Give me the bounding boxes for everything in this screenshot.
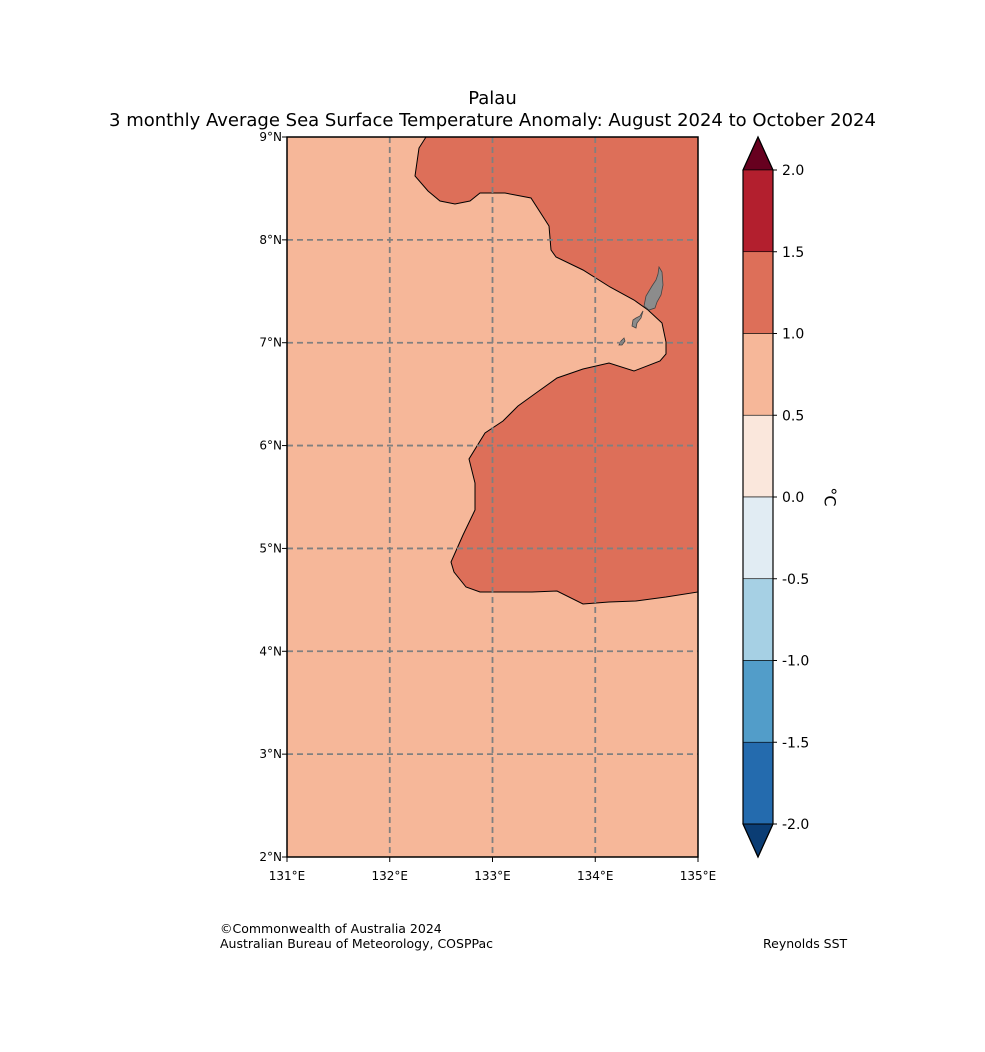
lon-tick-label: 134°E: [577, 869, 614, 883]
map-subtitle: 3 monthly Average Sea Surface Temperatur…: [109, 110, 876, 131]
colorbar-bin: [742, 578, 774, 661]
lat-tick-label: 8°N: [259, 233, 282, 247]
longitude-labels: 131°E 132°E 133°E 134°E 135°E: [269, 857, 717, 883]
colorbar-bin: [742, 333, 774, 416]
lon-tick-label: 133°E: [474, 869, 511, 883]
colorbar-tick-label: -0.5: [782, 572, 809, 588]
lat-tick-label: 2°N: [259, 850, 282, 864]
lat-tick-label: 3°N: [259, 747, 282, 761]
colorbar-tick-label: 1.0: [782, 327, 804, 343]
dataset-label: Reynolds SST: [763, 936, 848, 951]
lon-tick-label: 132°E: [372, 869, 409, 883]
colorbar-extend-max: [742, 135, 774, 171]
latitude-labels: 9°N 8°N 7°N 6°N 5°N 4°N 3°N 2°N: [259, 130, 287, 864]
colorbar-tick-label: 0.5: [782, 408, 804, 424]
colorbar-tick-label: -2.0: [782, 817, 809, 833]
colorbar-ticks: 2.0 1.5 1.0 0.5 0.0 -0.5 -1.0 -1.5 -2.0: [773, 163, 809, 833]
colorbar-tick-label: -1.5: [782, 735, 809, 751]
colorbar-bin: [742, 660, 774, 743]
koror-island: [631, 310, 644, 329]
map-gridlines: [287, 137, 698, 857]
lat-tick-label: 5°N: [259, 541, 282, 555]
colorbar: [742, 135, 774, 859]
babeldaob-island: [643, 265, 664, 311]
colorbar-bin: [742, 496, 774, 580]
colorbar-extend-min: [742, 823, 774, 859]
colorbar-tick-label: -1.0: [782, 654, 809, 670]
colorbar-bin: [742, 741, 774, 825]
colorbar-unit-label: °C: [821, 487, 840, 506]
lat-tick-label: 7°N: [259, 336, 282, 350]
lat-tick-label: 9°N: [259, 130, 282, 144]
colorbar-bin: [742, 251, 774, 334]
colorbar-bin: [742, 414, 774, 498]
colorbar-tick-label: 2.0: [782, 163, 804, 179]
lon-tick-label: 131°E: [269, 869, 306, 883]
credits: ©Commonwealth of Australia 2024 Australi…: [220, 921, 493, 951]
lat-tick-label: 6°N: [259, 439, 282, 453]
copyright-text: ©Commonwealth of Australia 2024: [220, 921, 442, 936]
palau-islands: [618, 265, 664, 346]
map-title: Palau: [468, 88, 517, 109]
colorbar-bin: [742, 169, 774, 253]
lon-tick-label: 135°E: [680, 869, 717, 883]
colorbar-tick-label: 0.0: [782, 490, 804, 506]
lat-tick-label: 4°N: [259, 644, 282, 658]
agency-text: Australian Bureau of Meteorology, COSPPa…: [220, 936, 493, 951]
colorbar-tick-label: 1.5: [782, 245, 804, 261]
